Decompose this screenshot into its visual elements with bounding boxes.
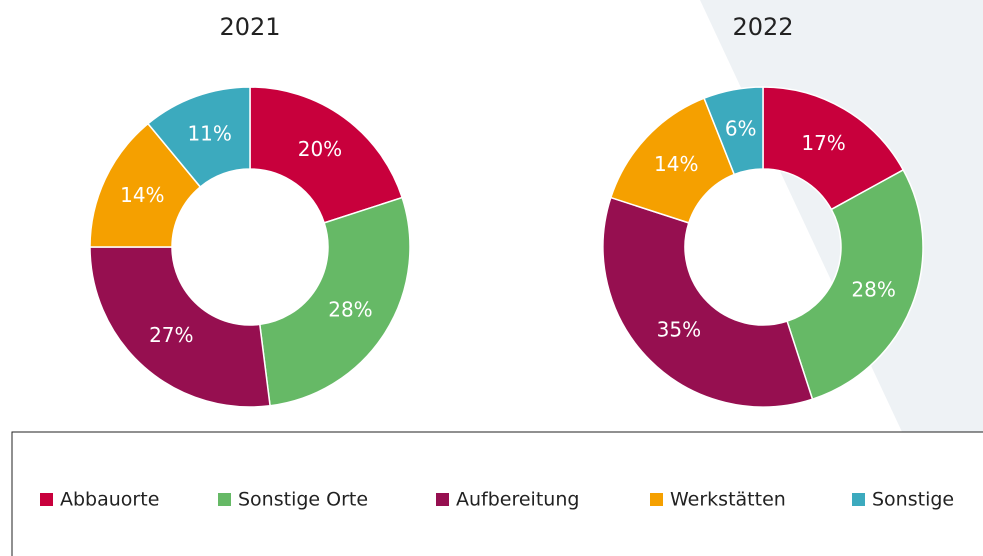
legend-swatch bbox=[650, 493, 663, 506]
data-label: 6% bbox=[725, 117, 757, 141]
data-label: 28% bbox=[328, 297, 372, 321]
donut-slice bbox=[249, 86, 404, 224]
data-label: 28% bbox=[851, 277, 895, 301]
chart-title: 2021 bbox=[219, 13, 280, 41]
donut-slice bbox=[146, 86, 251, 188]
donut-slice bbox=[602, 196, 814, 408]
legend-swatch bbox=[40, 493, 53, 506]
donut-slice bbox=[89, 246, 271, 408]
legend-label: Abbauorte bbox=[60, 489, 159, 511]
legend-swatch bbox=[852, 493, 865, 506]
data-label: 11% bbox=[187, 122, 231, 146]
data-label: 35% bbox=[657, 318, 701, 342]
legend-swatch bbox=[436, 493, 449, 506]
data-label: 27% bbox=[149, 323, 193, 347]
donut-slice bbox=[258, 196, 411, 407]
legend-box bbox=[11, 431, 983, 556]
legend-label: Aufbereitung bbox=[456, 489, 579, 511]
legend-label: Werkstätten bbox=[670, 489, 786, 511]
data-label: 14% bbox=[654, 152, 698, 176]
donut-slice bbox=[703, 86, 764, 176]
donut-slice bbox=[786, 168, 924, 401]
data-label: 17% bbox=[801, 131, 845, 155]
data-label: 14% bbox=[120, 183, 164, 207]
donut-slice bbox=[762, 86, 905, 211]
legend-label: Sonstige bbox=[872, 489, 954, 511]
legend-swatch bbox=[218, 493, 231, 506]
chart-title: 2022 bbox=[732, 13, 793, 41]
legend-label: Sonstige Orte bbox=[238, 489, 368, 511]
data-label: 20% bbox=[298, 137, 342, 161]
